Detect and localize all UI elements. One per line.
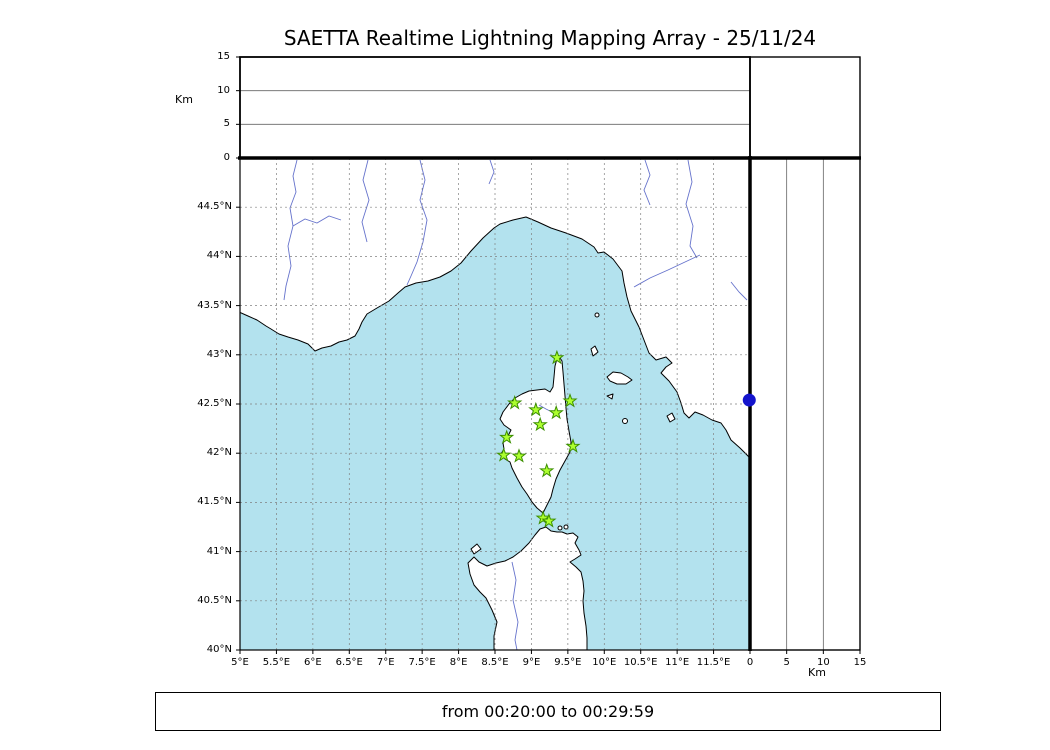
time-range-box: from 00:20:00 to 00:29:59	[155, 692, 941, 731]
lon-tick-label: 11.5°E	[696, 657, 731, 668]
lon-tick-label: 8.5°E	[481, 657, 509, 668]
lat-tick-label: 44°N	[206, 250, 232, 262]
river-9	[643, 159, 651, 206]
station-star-marker	[528, 401, 544, 417]
lon-tick-label: 9.5°E	[554, 657, 582, 668]
island-sardinia	[467, 526, 588, 650]
lon-tick-label: 5.5°E	[262, 657, 291, 668]
island-gorgona	[594, 312, 600, 318]
station-star-marker	[549, 349, 565, 365]
station-star-marker	[496, 447, 512, 462]
rivers	[283, 159, 748, 650]
station-star-marker	[562, 392, 578, 408]
alt-tick-label-bottom: 10	[816, 657, 830, 668]
alt-tick-label-bottom: 15	[853, 657, 867, 668]
lon-tick-label: 8°E	[449, 657, 468, 668]
recent-source-layer	[742, 393, 756, 407]
river-5	[488, 159, 495, 185]
station-star-marker	[541, 513, 557, 528]
island-corsica	[499, 354, 572, 514]
alt-tick-label-bottom: 5	[783, 657, 790, 668]
island-giglio	[666, 412, 676, 423]
figure-title: SAETTA Realtime Lightning Mapping Array …	[283, 26, 817, 50]
station-star-marker	[499, 429, 515, 444]
coastline-mainland-france-italy	[240, 158, 750, 459]
top-altitude-panel-frame	[239, 56, 751, 159]
lon-tick-label: 7°E	[376, 657, 395, 668]
river-7	[685, 159, 698, 259]
lat-tick-label: 42.5°N	[197, 398, 232, 409]
station-star-marker	[565, 438, 581, 453]
top-right-corner-panel-frame	[749, 56, 861, 159]
island-montecristo	[622, 418, 628, 424]
lat-tick-label: 43°N	[206, 348, 232, 360]
island-maddalena-1	[557, 525, 563, 531]
island-asinara	[470, 543, 482, 555]
time-range-text: from 00:20:00 to 00:29:59	[441, 702, 655, 721]
lon-tick-label: 10°E	[592, 657, 617, 668]
recent-source-dot	[742, 393, 756, 407]
lat-tick-label: 41°N	[206, 545, 232, 557]
island-maddalena-2	[563, 524, 569, 530]
river-4	[361, 159, 370, 243]
station-star-marker	[507, 394, 523, 410]
station-star-marker	[532, 416, 548, 432]
station-markers	[496, 349, 581, 528]
lat-tick-label: 40°N	[206, 644, 232, 655]
land-masses	[240, 158, 750, 650]
right-panel-gridlines	[786, 158, 824, 650]
lon-tick-label: 9°E	[522, 657, 541, 668]
altitude-axis-label-top: Km	[175, 93, 193, 106]
lon-tick-label: 11°E	[665, 657, 690, 668]
station-star-marker	[548, 404, 564, 420]
right-altitude-panel-frame	[749, 157, 861, 651]
lat-tick-label: 41.5°N	[197, 496, 232, 508]
river-8	[730, 281, 748, 301]
top-panel-gridlines	[240, 90, 750, 125]
station-star-marker	[539, 462, 555, 478]
lat-tick-label: 43.5°N	[197, 299, 232, 311]
lat-tick-label: 40.5°N	[197, 594, 232, 606]
island-capraia	[590, 345, 599, 357]
alt-tick-label-bottom: 0	[746, 657, 754, 668]
alt-tick-label-left: 10	[217, 84, 230, 96]
river-10	[511, 561, 519, 650]
lon-tick-label: 7.5°E	[408, 657, 436, 668]
station-star-marker	[535, 510, 551, 525]
alt-tick-label-left: 15	[217, 51, 230, 62]
altitude-axis-label-bottom: Km	[808, 666, 826, 679]
lon-tick-label: 10.5°E	[623, 657, 658, 668]
alt-tick-label-left: 5	[223, 118, 230, 130]
river-6	[633, 254, 701, 288]
alt-tick-label-left: 0	[223, 152, 230, 163]
island-pianosa	[606, 393, 614, 400]
map-gridlines	[240, 158, 750, 650]
river-3	[406, 159, 428, 286]
map-layer	[240, 158, 750, 650]
river-2	[292, 215, 342, 227]
lon-tick-label: 5°E	[231, 657, 249, 668]
lon-tick-label: 6.5°E	[335, 657, 363, 668]
axis-tick-marks	[236, 56, 861, 654]
lat-tick-label: 44.5°N	[197, 201, 232, 213]
station-star-marker	[511, 448, 527, 463]
lat-tick-label: 42°N	[206, 447, 232, 459]
island-elba	[606, 371, 633, 385]
lon-tick-label: 6°E	[304, 657, 322, 668]
